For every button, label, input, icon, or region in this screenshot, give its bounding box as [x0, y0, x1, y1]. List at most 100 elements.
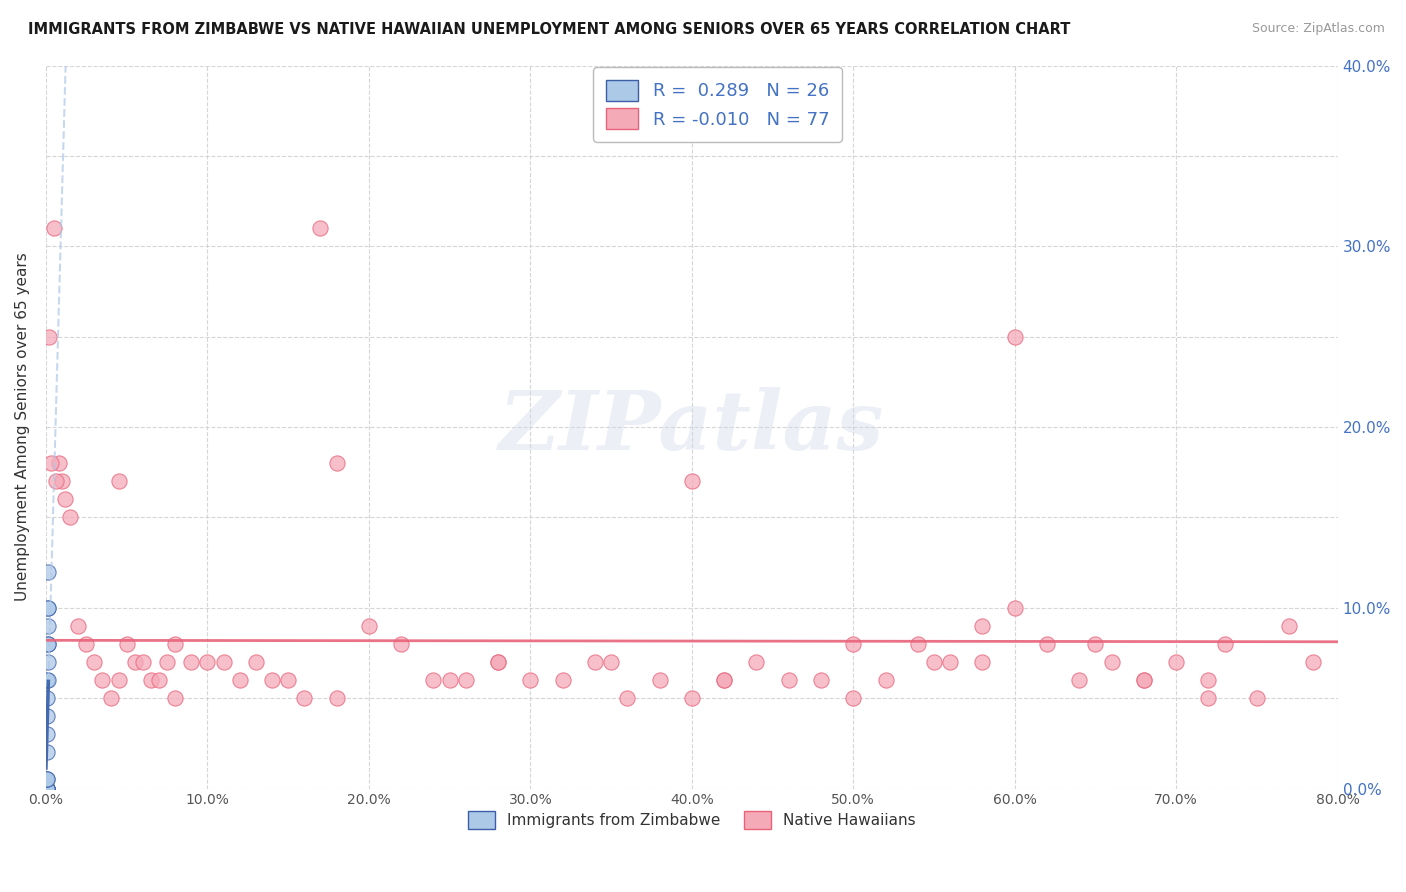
Point [115, 637, 138, 651]
Point [100, 691, 122, 706]
Point [1302, 655, 1324, 669]
Point [39, 456, 62, 470]
Point [519, 673, 541, 687]
Point [842, 691, 865, 706]
Point [139, 673, 162, 687]
Point [35, 781, 58, 796]
Point [292, 691, 315, 706]
Point [35, 772, 58, 787]
Point [35, 781, 58, 796]
Point [107, 475, 129, 489]
Point [245, 655, 267, 669]
Point [1213, 637, 1236, 651]
Point [37, 637, 59, 651]
Point [37, 727, 59, 741]
Point [810, 673, 832, 687]
Point [37, 565, 59, 579]
Point [48, 456, 70, 470]
Point [59, 510, 82, 524]
Legend: Immigrants from Zimbabwe, Native Hawaiians: Immigrants from Zimbabwe, Native Hawaiia… [461, 805, 922, 835]
Point [1246, 691, 1268, 706]
Point [165, 637, 187, 651]
Point [422, 673, 444, 687]
Point [212, 655, 235, 669]
Point [37, 600, 59, 615]
Point [91, 673, 114, 687]
Point [922, 655, 945, 669]
Point [37, 745, 59, 759]
Point [1278, 619, 1301, 633]
Point [156, 655, 179, 669]
Point [357, 619, 380, 633]
Point [75, 637, 97, 651]
Point [778, 673, 800, 687]
Point [745, 655, 768, 669]
Point [51, 475, 73, 489]
Point [165, 691, 187, 706]
Point [228, 673, 250, 687]
Point [1069, 673, 1091, 687]
Point [648, 673, 671, 687]
Point [875, 673, 897, 687]
Point [551, 673, 574, 687]
Point [1084, 637, 1107, 651]
Point [35, 781, 58, 796]
Point [600, 655, 623, 669]
Point [38, 329, 60, 343]
Point [37, 637, 59, 651]
Point [972, 619, 994, 633]
Text: IMMIGRANTS FROM ZIMBABWE VS NATIVE HAWAIIAN UNEMPLOYMENT AMONG SENIORS OVER 65 Y: IMMIGRANTS FROM ZIMBABWE VS NATIVE HAWAI… [28, 22, 1070, 37]
Point [1133, 673, 1156, 687]
Point [35, 781, 58, 796]
Point [1133, 673, 1156, 687]
Point [907, 637, 929, 651]
Point [1004, 329, 1026, 343]
Point [37, 655, 59, 669]
Point [42, 221, 65, 235]
Point [45, 475, 67, 489]
Point [53, 492, 76, 507]
Point [681, 475, 703, 489]
Point [37, 709, 59, 723]
Y-axis label: Unemployment Among Seniors over 65 years: Unemployment Among Seniors over 65 years [15, 252, 30, 601]
Text: ZIPatlas: ZIPatlas [499, 387, 884, 467]
Point [35, 772, 58, 787]
Point [583, 655, 606, 669]
Point [35, 781, 58, 796]
Point [439, 673, 461, 687]
Point [37, 600, 59, 615]
Point [35, 781, 58, 796]
Point [972, 655, 994, 669]
Point [1036, 637, 1059, 651]
Point [37, 673, 59, 687]
Point [37, 673, 59, 687]
Point [325, 691, 347, 706]
Point [616, 691, 638, 706]
Point [1101, 655, 1123, 669]
Point [486, 655, 509, 669]
Point [35, 781, 58, 796]
Point [1166, 655, 1188, 669]
Text: Source: ZipAtlas.com: Source: ZipAtlas.com [1251, 22, 1385, 36]
Point [486, 655, 509, 669]
Point [107, 673, 129, 687]
Point [124, 655, 146, 669]
Point [1004, 600, 1026, 615]
Point [35, 772, 58, 787]
Point [37, 619, 59, 633]
Point [35, 781, 58, 796]
Point [180, 655, 202, 669]
Point [260, 673, 283, 687]
Point [1198, 691, 1220, 706]
Point [309, 221, 332, 235]
Point [325, 456, 347, 470]
Point [277, 673, 299, 687]
Point [148, 673, 170, 687]
Point [35, 781, 58, 796]
Point [1198, 673, 1220, 687]
Point [389, 637, 412, 651]
Point [454, 673, 477, 687]
Point [713, 673, 735, 687]
Point [713, 673, 735, 687]
Point [842, 637, 865, 651]
